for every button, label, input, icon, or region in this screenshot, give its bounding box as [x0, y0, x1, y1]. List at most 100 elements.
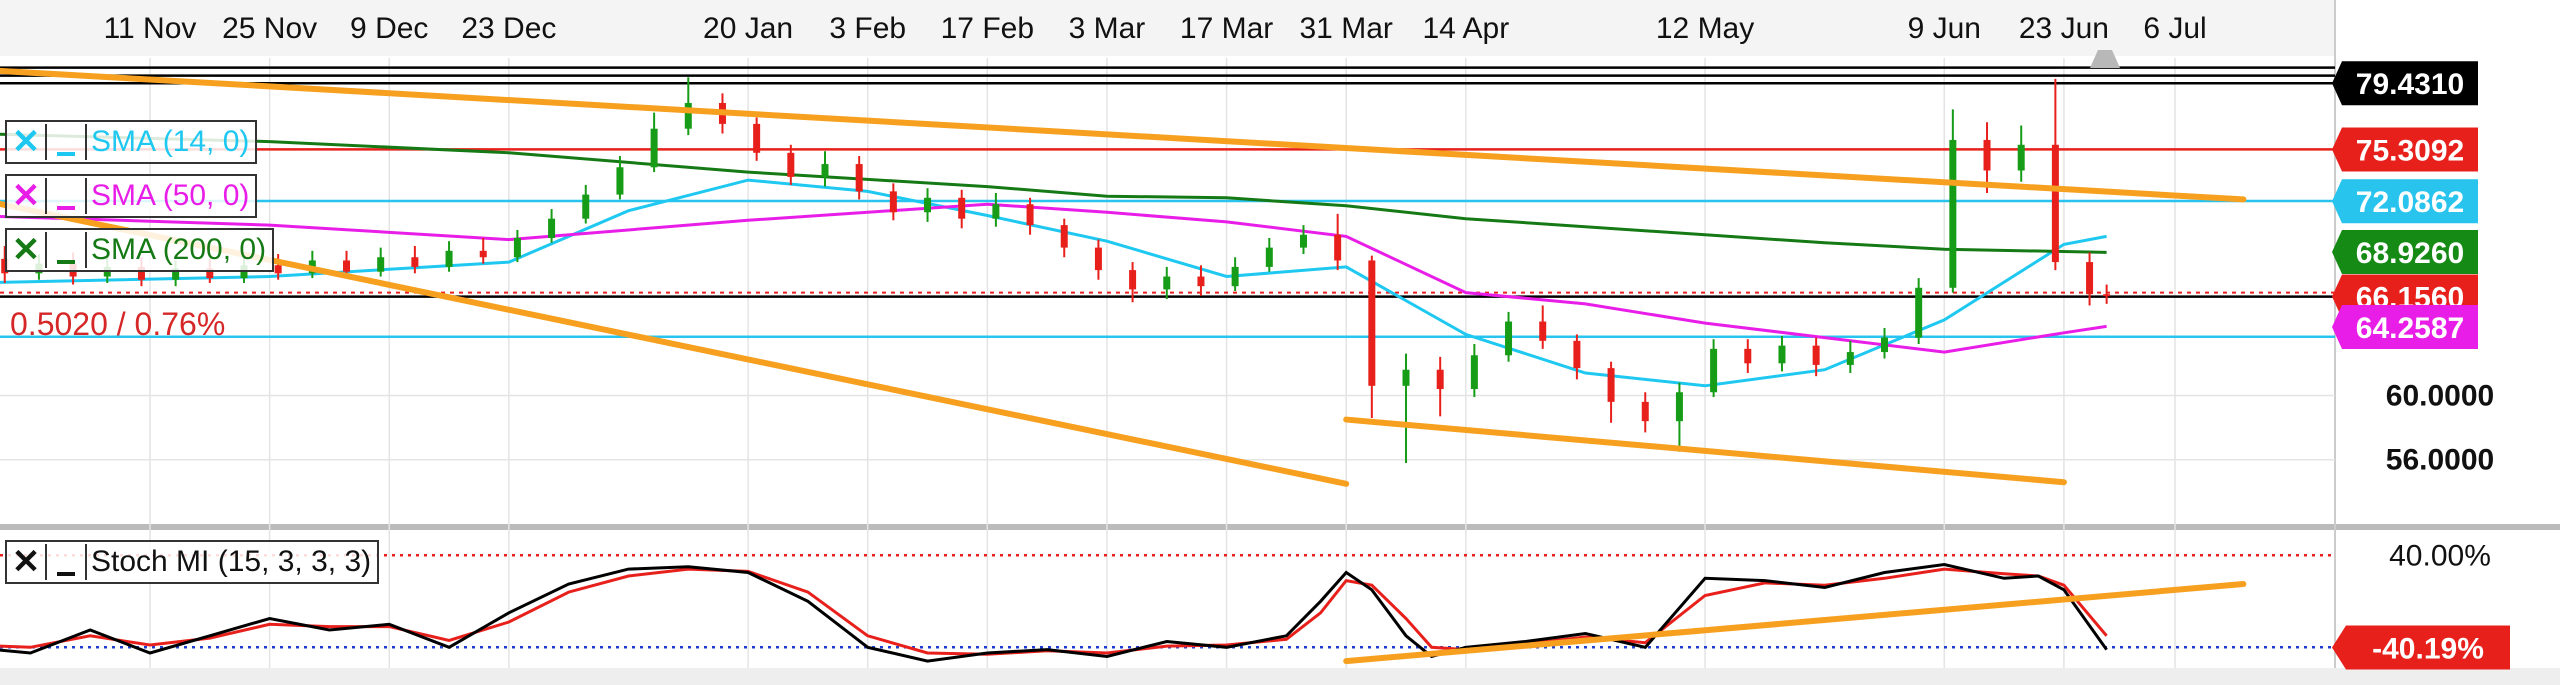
candle[interactable]: [889, 183, 897, 221]
candle[interactable]: [1812, 337, 1820, 377]
candle[interactable]: [753, 117, 761, 161]
candle[interactable]: [1641, 392, 1649, 433]
candle[interactable]: [1436, 356, 1444, 417]
candle[interactable]: [479, 237, 487, 264]
candle[interactable]: [924, 188, 932, 222]
minimize-sma-50-icon[interactable]: [47, 178, 87, 214]
candle-body: [1778, 345, 1786, 364]
candle[interactable]: [1675, 382, 1683, 452]
candle[interactable]: [1197, 265, 1205, 296]
candle[interactable]: [1710, 339, 1718, 398]
candle[interactable]: [1915, 278, 1923, 345]
price-tag: 72.0862: [2332, 179, 2478, 224]
candle[interactable]: [274, 254, 282, 280]
date-tick-label: 20 Jan: [703, 12, 793, 45]
candle[interactable]: [411, 246, 419, 274]
change-readout: 0.5020 / 0.76%: [10, 306, 226, 342]
candle[interactable]: [1231, 257, 1239, 291]
candle[interactable]: [1470, 344, 1478, 398]
candle-body: [2103, 294, 2111, 297]
candle[interactable]: [582, 184, 590, 224]
candle[interactable]: [1983, 122, 1991, 193]
candle[interactable]: [616, 156, 624, 200]
price-tag-label: 79.4310: [2356, 68, 2464, 101]
candle[interactable]: [650, 112, 658, 173]
candle[interactable]: [787, 144, 795, 185]
candle[interactable]: [1, 246, 9, 283]
date-tick-label: 12 May: [1656, 12, 1754, 45]
candle[interactable]: [548, 209, 556, 243]
candle-body: [1880, 337, 1888, 353]
candle-body: [1675, 392, 1683, 422]
trend-line[interactable]: [0, 67, 2247, 203]
candle-body: [1641, 401, 1649, 422]
candle[interactable]: [1402, 353, 1410, 463]
candle[interactable]: [1060, 218, 1068, 258]
candle[interactable]: [1368, 255, 1376, 418]
candle[interactable]: [1949, 109, 1957, 293]
candle[interactable]: [855, 156, 863, 200]
candle[interactable]: [1505, 311, 1513, 362]
close-stoch-icon[interactable]: ✕: [7, 543, 47, 581]
candle[interactable]: [1026, 197, 1034, 235]
candle[interactable]: [1163, 266, 1171, 300]
candle[interactable]: [1094, 239, 1102, 280]
close-sma-14-icon[interactable]: ✕: [7, 123, 47, 161]
candle[interactable]: [1129, 262, 1137, 303]
date-tick-label: 6 Jul: [2143, 12, 2206, 45]
candle-body: [1949, 139, 1957, 288]
candle[interactable]: [821, 151, 829, 187]
price-tag: 68.9260: [2332, 230, 2478, 275]
minimize-sma-14-icon[interactable]: [47, 124, 87, 160]
candle[interactable]: [1778, 335, 1786, 372]
candle[interactable]: [1265, 237, 1273, 272]
candle[interactable]: [1334, 213, 1342, 271]
candle[interactable]: [958, 189, 966, 229]
date-tick-label: 17 Feb: [941, 12, 1034, 45]
candle[interactable]: [377, 247, 385, 277]
bottom-strip: [0, 668, 2560, 685]
oscillator-trend-line[interactable]: [1343, 581, 2247, 665]
candle[interactable]: [684, 77, 692, 136]
candle-body: [513, 237, 521, 258]
trend-line[interactable]: [1343, 416, 2067, 486]
close-sma-50-icon[interactable]: ✕: [7, 177, 47, 215]
oscillator-panel[interactable]: [0, 554, 2335, 665]
candle-body: [2086, 262, 2094, 295]
candle-body: [1983, 139, 1991, 171]
minimize-stoch-icon[interactable]: [47, 544, 87, 580]
candle-body: [274, 265, 282, 274]
candle-body: [616, 167, 624, 195]
oscillator-line[interactable]: [0, 562, 2108, 663]
candle-body: [1744, 348, 1752, 364]
candle-body: [377, 257, 385, 272]
price-tag-label: 64.2587: [2356, 312, 2464, 345]
candle[interactable]: [1744, 339, 1752, 373]
date-tick-label: 3 Feb: [829, 12, 906, 45]
price-tag-box: [2332, 179, 2478, 224]
candle[interactable]: [1846, 340, 1854, 373]
sma-line[interactable]: [0, 202, 2107, 354]
date-tick-label: 23 Jun: [2019, 12, 2109, 45]
candle[interactable]: [2103, 284, 2111, 304]
candle[interactable]: [1607, 361, 1615, 423]
sma-line[interactable]: [0, 178, 2107, 388]
price-panel[interactable]: [0, 50, 2335, 487]
candle[interactable]: [513, 229, 521, 263]
sma-line[interactable]: [0, 132, 2107, 254]
date-tick-label: 11 Nov: [104, 12, 197, 45]
candle[interactable]: [2086, 252, 2094, 306]
price-tag-label: 75.3092: [2356, 134, 2464, 167]
scroll-marker-icon[interactable]: [2090, 50, 2120, 68]
candle[interactable]: [1573, 334, 1581, 380]
candle[interactable]: [1880, 327, 1888, 359]
candle[interactable]: [2017, 125, 2025, 182]
close-sma-200-icon[interactable]: ✕: [7, 231, 47, 269]
candle[interactable]: [1299, 225, 1307, 255]
candle[interactable]: [445, 241, 453, 272]
candle[interactable]: [2051, 78, 2059, 271]
minimize-sma-200-icon[interactable]: [47, 232, 87, 268]
candle[interactable]: [1539, 305, 1547, 349]
candle[interactable]: [992, 192, 1000, 227]
